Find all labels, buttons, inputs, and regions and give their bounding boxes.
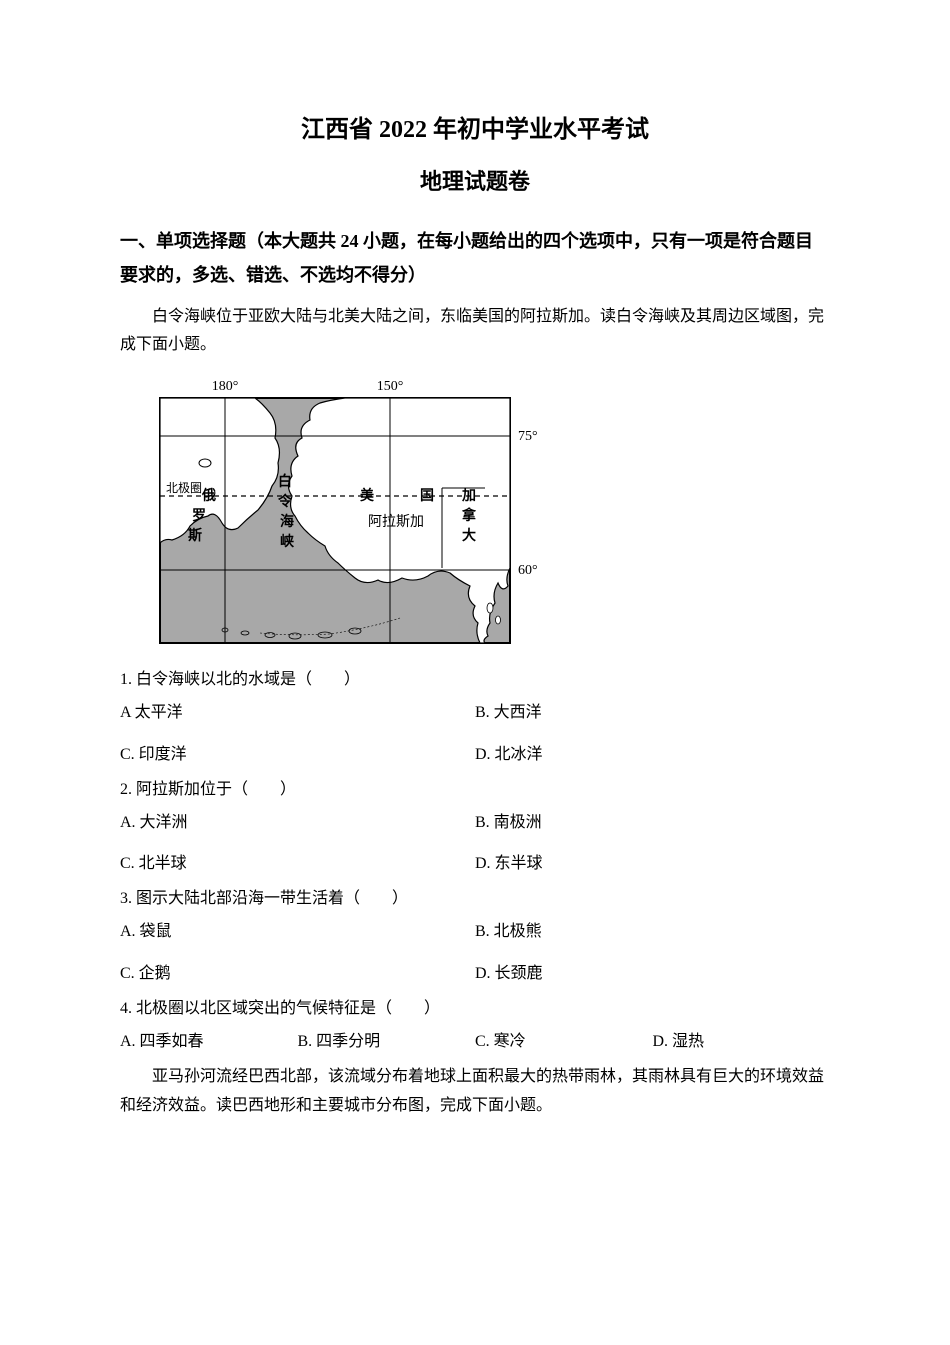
question-2-options: A. 大洋洲 B. 南极洲 C. 北半球 D. 东半球 — [120, 809, 830, 877]
question-3-options: A. 袋鼠 B. 北极熊 C. 企鹅 D. 长颈鹿 — [120, 918, 830, 986]
question-1-options: A 太平洋 B. 大西洋 C. 印度洋 D. 北冰洋 — [120, 699, 830, 767]
passage-1: 白令海峡位于亚欧大陆与北美大陆之间，东临美国的阿拉斯加。读白令海峡及其周边区域图… — [120, 303, 830, 361]
q3-option-d: D. 长颈鹿 — [475, 960, 830, 987]
usa-label-guo: 国 — [420, 488, 434, 504]
q1-option-b: B. 大西洋 — [475, 699, 830, 726]
map-figure: 180° 150° 75° 60° 北极圈 俄 罗 斯 白 令 海 峡 美 国 … — [130, 368, 550, 658]
q1-option-c: C. 印度洋 — [120, 741, 475, 768]
bering-label-4: 峡 — [280, 533, 295, 550]
lon-180-label: 180° — [212, 379, 239, 394]
usa-label-mei: 美 — [360, 487, 375, 504]
bering-label-2: 令 — [277, 493, 293, 510]
q2-option-c: C. 北半球 — [120, 850, 475, 877]
q3-option-c: C. 企鹅 — [120, 960, 475, 987]
lat-75-label: 75° — [518, 429, 538, 444]
bering-label-3: 海 — [280, 513, 294, 530]
q3-option-b: B. 北极熊 — [475, 918, 830, 945]
q4-option-b: B. 四季分明 — [298, 1028, 476, 1055]
canada-label-1: 加 — [461, 488, 476, 504]
q4-option-c: C. 寒冷 — [475, 1028, 653, 1055]
q2-option-d: D. 东半球 — [475, 850, 830, 877]
passage-2: 亚马孙河流经巴西北部，该流域分布着地球上面积最大的热带雨林，其雨林具有巨大的环境… — [120, 1063, 830, 1121]
section-heading: 一、单项选择题（本大题共 24 小题，在每小题给出的四个选项中，只有一项是符合题… — [120, 224, 830, 292]
question-4-stem: 4. 北极圈以北区域突出的气候特征是（ ） — [120, 995, 830, 1022]
q2-option-b: B. 南极洲 — [475, 809, 830, 836]
canada-label-2: 拿 — [461, 507, 477, 524]
russia-label-2: 罗 — [192, 508, 206, 524]
bering-strait-map: 180° 150° 75° 60° 北极圈 俄 罗 斯 白 令 海 峡 美 国 … — [130, 368, 550, 658]
exam-title-main: 江西省 2022 年初中学业水平考试 — [120, 110, 830, 151]
question-4-options: A. 四季如春 B. 四季分明 C. 寒冷 D. 湿热 — [120, 1028, 830, 1055]
russia-label-1: 俄 — [201, 487, 216, 504]
lon-150-label: 150° — [377, 379, 404, 394]
q4-option-d: D. 湿热 — [653, 1028, 831, 1055]
q2-option-a: A. 大洋洲 — [120, 809, 475, 836]
question-1-stem: 1. 白令海峡以北的水域是（ ） — [120, 666, 830, 693]
exam-title-sub: 地理试题卷 — [120, 163, 830, 200]
lat-60-label: 60° — [518, 563, 538, 578]
q1-option-d: D. 北冰洋 — [475, 741, 830, 768]
arctic-circle-label: 北极圈 — [166, 481, 202, 495]
q4-option-a: A. 四季如春 — [120, 1028, 298, 1055]
q1-option-a: A 太平洋 — [120, 699, 475, 726]
q3-option-a: A. 袋鼠 — [120, 918, 475, 945]
question-3-stem: 3. 图示大陆北部沿海一带生活着（ ） — [120, 885, 830, 912]
russia-label-3: 斯 — [188, 527, 202, 544]
bering-label-1: 白 — [278, 473, 292, 490]
canada-label-3: 大 — [462, 527, 476, 544]
alaska-label: 阿拉斯加 — [368, 514, 424, 530]
question-2-stem: 2. 阿拉斯加位于（ ） — [120, 776, 830, 803]
